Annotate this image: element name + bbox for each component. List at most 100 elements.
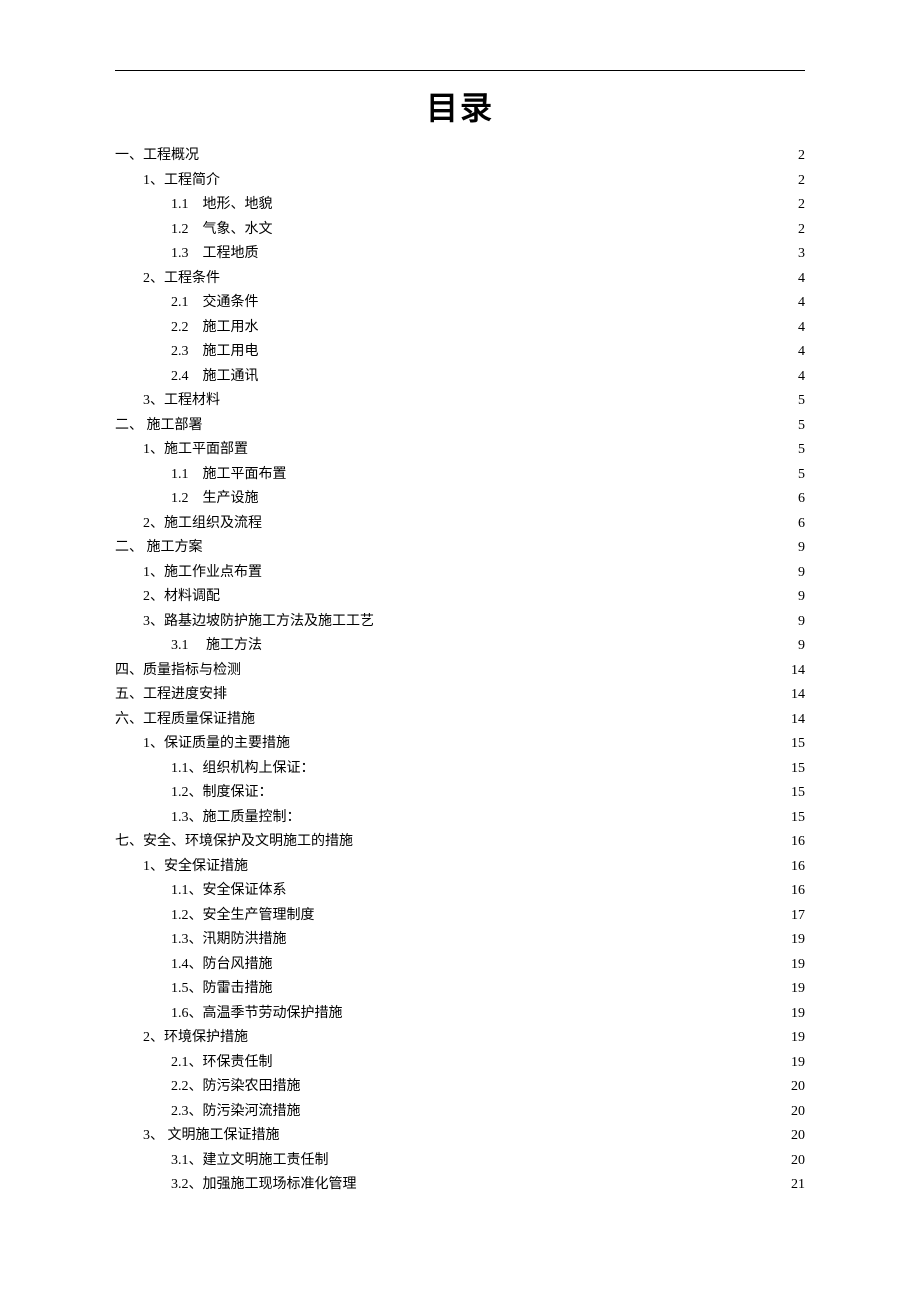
toc-entry-page: 4	[798, 272, 805, 286]
toc-entry: 1.4、防台风措施 19	[115, 958, 805, 972]
toc-entry-page: 17	[791, 909, 805, 923]
toc-entry-label: 2、施工组织及流程	[143, 517, 262, 531]
toc-entry-label: 3.2、加强施工现场标准化管理	[171, 1178, 357, 1192]
toc-entry-label: 1.3、施工质量控制：	[171, 811, 301, 825]
toc-entry: 2.3 施工用电 4	[115, 345, 805, 359]
toc-entry: 1、施工作业点布置 9	[115, 566, 805, 580]
toc-entry-page: 20	[791, 1154, 805, 1168]
toc-entry-page: 9	[798, 590, 805, 604]
toc-entry: 1.2、安全生产管理制度17	[115, 909, 805, 923]
toc-entry-page: 9	[798, 639, 805, 653]
toc-entry-page: 2	[798, 174, 805, 188]
toc-entry-page: 16	[791, 860, 805, 874]
toc-entry: 3、路基边坡防护施工方法及施工工艺 9	[115, 615, 805, 629]
toc-entry-label: 一、工程概况	[115, 149, 199, 163]
toc-entry: 1、保证质量的主要措施15	[115, 737, 805, 751]
toc-entry-page: 19	[791, 958, 805, 972]
toc-entry: 1.6、高温季节劳动保护措施 19	[115, 1007, 805, 1021]
toc-entry-page: 20	[791, 1080, 805, 1094]
toc-entry-label: 3、路基边坡防护施工方法及施工工艺	[143, 615, 374, 629]
toc-entry-page: 14	[791, 664, 805, 678]
toc-entry: 1.2、制度保证： 15	[115, 786, 805, 800]
toc-entry-page: 16	[791, 884, 805, 898]
toc-entry-page: 15	[791, 786, 805, 800]
toc-entry: 1.1、组织机构上保证：15	[115, 762, 805, 776]
toc-entry: 1.3、汛期防洪措施19	[115, 933, 805, 947]
toc-entry-label: 1.6、高温季节劳动保护措施	[171, 1007, 343, 1021]
toc-entry: 3、 文明施工保证措施 20	[115, 1129, 805, 1143]
toc-entry: 2.3、防污染河流措施20	[115, 1105, 805, 1119]
toc-entry: 2.4 施工通讯4	[115, 370, 805, 384]
toc-entry-label: 2.4 施工通讯	[171, 370, 259, 384]
toc-entry-label: 七、安全、环境保护及文明施工的措施	[115, 835, 353, 849]
toc-entry-page: 6	[798, 492, 805, 506]
toc-entry-page: 4	[798, 321, 805, 335]
toc-entry-label: 2.1、环保责任制	[171, 1056, 273, 1070]
toc-entry-page: 4	[798, 345, 805, 359]
toc-entry: 六、工程质量保证措施 14	[115, 713, 805, 727]
toc-entry-page: 15	[791, 811, 805, 825]
toc-entry: 二、 施工部署5	[115, 419, 805, 433]
toc-entry-page: 19	[791, 1031, 805, 1045]
toc-entry-label: 1.4、防台风措施	[171, 958, 273, 972]
toc-entry: 一、工程概况2	[115, 149, 805, 163]
toc-entry-label: 四、质量指标与检测	[115, 664, 241, 678]
toc-entry-page: 9	[798, 541, 805, 555]
toc-entry-label: 3、工程材料	[143, 394, 220, 408]
table-of-contents: 一、工程概况21、工程简介21.1 地形、地貌21.2 气象、水文21.3 工程…	[115, 149, 805, 1192]
toc-entry-label: 3.1 施工方法	[171, 639, 262, 653]
toc-entry-label: 1、工程简介	[143, 174, 220, 188]
toc-entry: 1、工程简介 2	[115, 174, 805, 188]
toc-entry-page: 9	[798, 615, 805, 629]
toc-entry-page: 5	[798, 394, 805, 408]
toc-entry-label: 2.2 施工用水	[171, 321, 259, 335]
toc-entry: 2.2、防污染农田措施20	[115, 1080, 805, 1094]
toc-title: 目录	[115, 83, 805, 129]
toc-entry: 2、材料调配 9	[115, 590, 805, 604]
toc-entry-page: 4	[798, 296, 805, 310]
toc-entry-label: 2、环境保护措施	[143, 1031, 248, 1045]
toc-entry-label: 1.3、汛期防洪措施	[171, 933, 287, 947]
toc-entry-label: 3.1、建立文明施工责任制	[171, 1154, 329, 1168]
toc-entry: 五、工程进度安排14	[115, 688, 805, 702]
toc-entry-label: 2.1 交通条件	[171, 296, 259, 310]
toc-entry: 3.1 施工方法 9	[115, 639, 805, 653]
toc-entry-label: 1、安全保证措施	[143, 860, 248, 874]
toc-entry-label: 2、工程条件	[143, 272, 220, 286]
toc-entry-page: 16	[791, 835, 805, 849]
toc-entry-page: 2	[798, 198, 805, 212]
toc-entry-page: 20	[791, 1129, 805, 1143]
toc-entry-label: 1、保证质量的主要措施	[143, 737, 290, 751]
toc-entry-label: 3、 文明施工保证措施	[143, 1129, 280, 1143]
toc-entry-page: 9	[798, 566, 805, 580]
toc-entry-label: 1.1 地形、地貌	[171, 198, 273, 212]
toc-entry-page: 5	[798, 443, 805, 457]
toc-entry-page: 19	[791, 1007, 805, 1021]
toc-entry: 1、安全保证措施 16	[115, 860, 805, 874]
toc-entry: 1.2 生产设施 6	[115, 492, 805, 506]
toc-entry: 1.5、防雷击措施 19	[115, 982, 805, 996]
toc-entry-label: 1.2 生产设施	[171, 492, 259, 506]
toc-entry: 2、环境保护措施 19	[115, 1031, 805, 1045]
toc-entry-label: 2.3 施工用电	[171, 345, 259, 359]
toc-entry-page: 19	[791, 982, 805, 996]
toc-entry-page: 21	[791, 1178, 805, 1192]
toc-entry-label: 1.2、制度保证：	[171, 786, 273, 800]
toc-entry-label: 1.1、安全保证体系	[171, 884, 287, 898]
toc-entry: 四、质量指标与检测 14	[115, 664, 805, 678]
toc-entry-page: 2	[798, 223, 805, 237]
toc-entry-label: 1.5、防雷击措施	[171, 982, 273, 996]
toc-entry-page: 15	[791, 762, 805, 776]
toc-entry-page: 14	[791, 713, 805, 727]
toc-entry: 二、 施工方案9	[115, 541, 805, 555]
toc-entry: 七、安全、环境保护及文明施工的措施 16	[115, 835, 805, 849]
toc-entry-label: 2、材料调配	[143, 590, 220, 604]
toc-entry: 1.1 地形、地貌 2	[115, 198, 805, 212]
toc-entry: 1.2 气象、水文2	[115, 223, 805, 237]
top-divider	[115, 70, 805, 71]
toc-entry-label: 1、施工作业点布置	[143, 566, 262, 580]
toc-entry-label: 六、工程质量保证措施	[115, 713, 255, 727]
toc-entry-page: 3	[798, 247, 805, 261]
toc-entry: 1.1、安全保证体系 16	[115, 884, 805, 898]
toc-entry-page: 19	[791, 1056, 805, 1070]
